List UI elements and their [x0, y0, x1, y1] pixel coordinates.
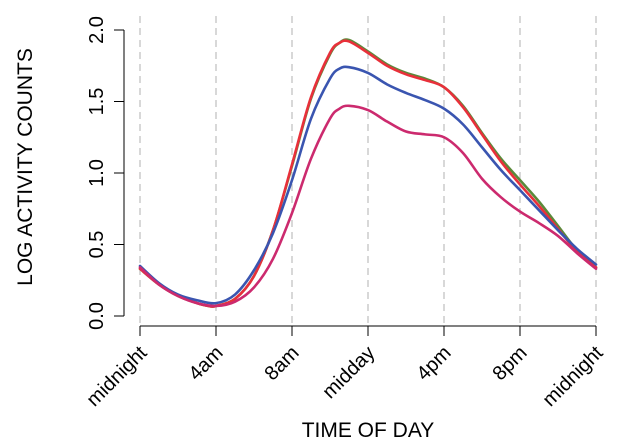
x-tick-label: 8pm: [488, 342, 531, 385]
x-tick-label: 4pm: [412, 342, 455, 385]
x-axis-ticks: midnight 4am 8am midday 4pm 8pm midnight: [83, 326, 608, 411]
y-tick-label: 0.5: [86, 231, 108, 259]
x-axis-title: TIME OF DAY: [302, 419, 435, 442]
x-tick-label: midnight: [539, 342, 608, 411]
grid-lines: [139, 16, 597, 326]
y-axis-title: LOG ACTIVITY COUNTS: [14, 48, 37, 286]
x-tick-label: 4am: [184, 342, 227, 385]
x-tick-label: midnight: [83, 342, 152, 411]
axes: [123, 30, 596, 327]
y-axis-ticks: 0.0 0.5 1.0 1.5 2.0: [86, 16, 124, 330]
y-tick-label: 1.5: [86, 88, 108, 116]
x-tick-label: midday: [318, 342, 379, 403]
y-tick-label: 0.0: [86, 302, 108, 330]
y-tick-label: 2.0: [86, 16, 108, 44]
x-tick-label: 8am: [260, 342, 303, 385]
series-line-4: [138, 104, 598, 308]
y-tick-label: 1.0: [86, 159, 108, 187]
series-line-3: [138, 65, 598, 305]
series-lines: [138, 38, 598, 308]
